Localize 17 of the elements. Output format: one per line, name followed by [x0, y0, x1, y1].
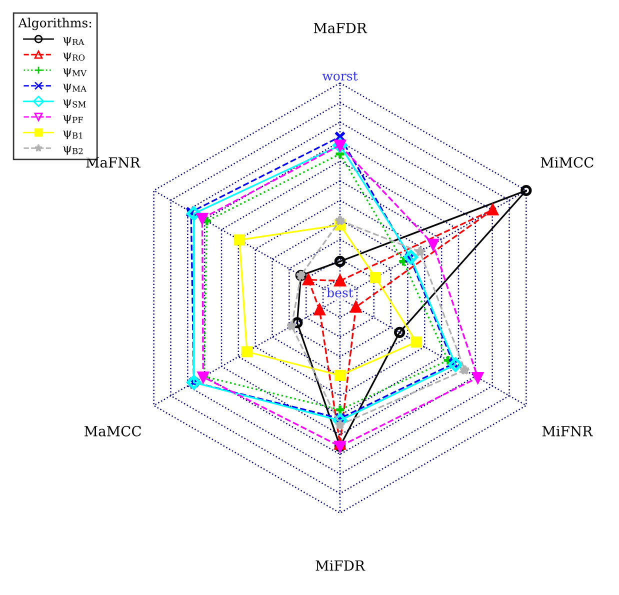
- spoke-label: MiMCC: [540, 157, 594, 168]
- spoke-label: MaMCC: [84, 426, 141, 436]
- legend-label: ψ$_{PF}$: [63, 114, 84, 124]
- legend-label: ψ$_{MV}$: [63, 68, 87, 77]
- legend-label: ψ$_{RO}$: [63, 52, 85, 62]
- spoke-label: MiFDR: [316, 560, 366, 571]
- spoke-label: MiFNR: [542, 426, 593, 436]
- spoke-label: MaFNR: [86, 157, 141, 168]
- legend-label: ψ$_{B2}$: [63, 146, 83, 155]
- text: worst: [322, 72, 358, 81]
- spoke-label: MaFDR: [314, 22, 368, 34]
- legend-label: ψ$_{MA}$: [63, 84, 87, 92]
- legend-title: Algorithms:: [18, 18, 92, 30]
- legend-label: ψ$_{RA}$: [63, 37, 84, 46]
- text: best: [326, 288, 354, 298]
- legend-label: ψ$_{B1}$: [63, 130, 82, 140]
- legend-label: ψ$_{SM}$: [63, 99, 86, 108]
